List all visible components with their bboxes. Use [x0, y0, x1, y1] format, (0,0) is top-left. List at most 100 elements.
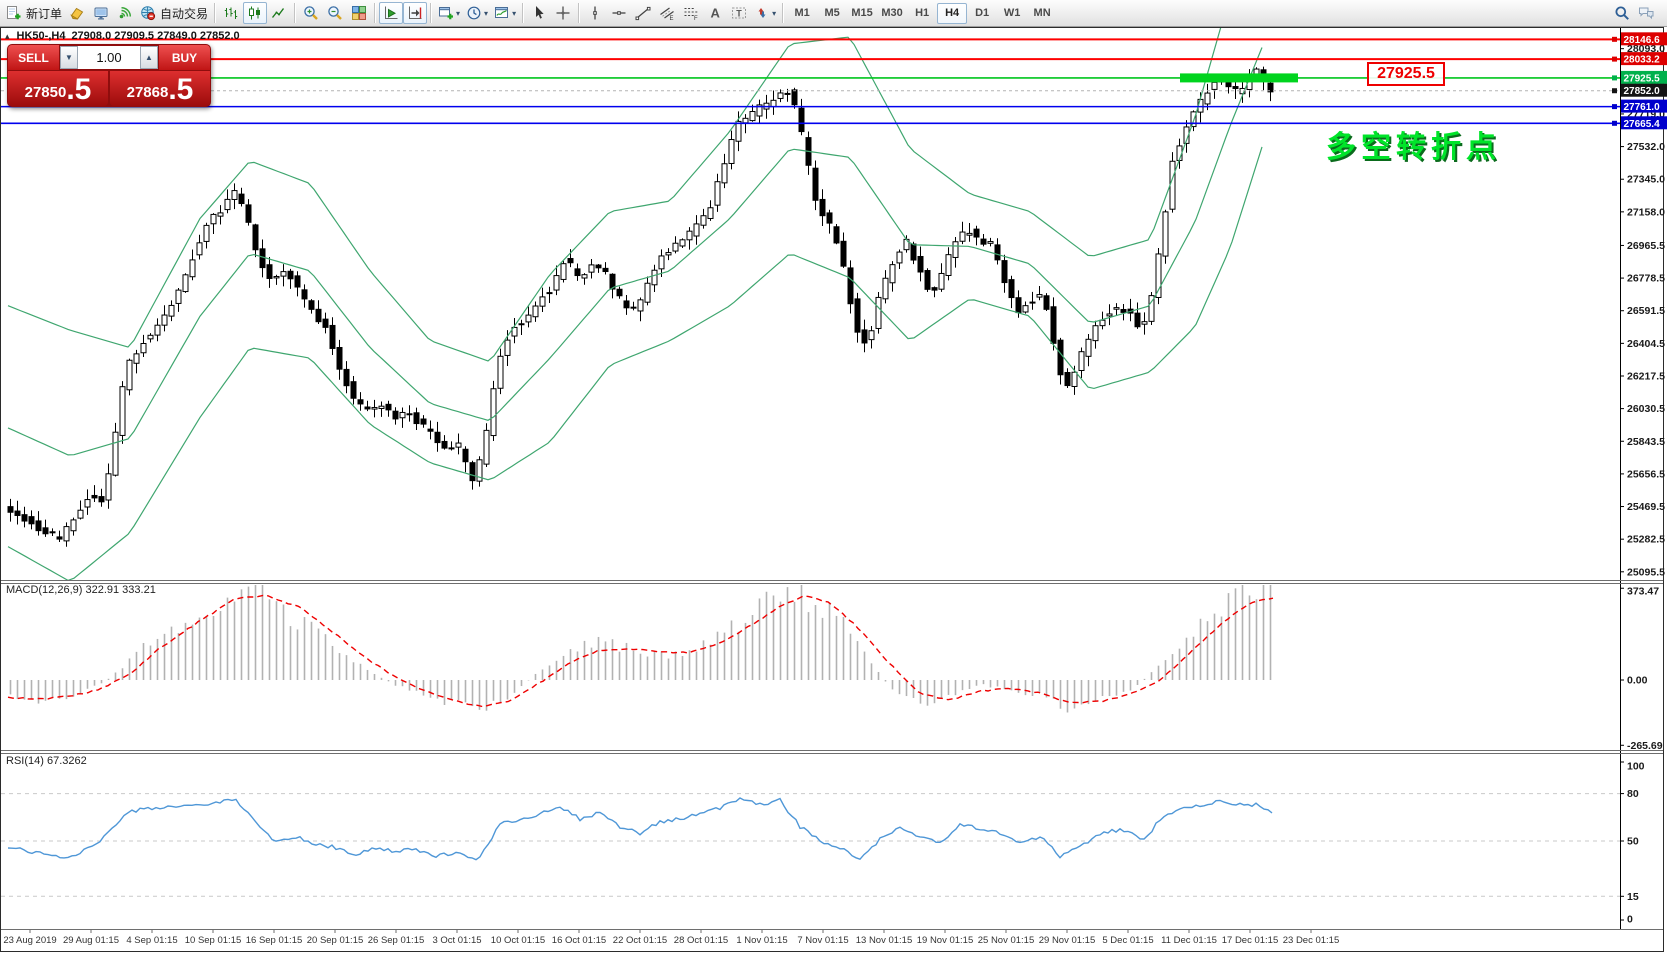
timeframe-h1-button[interactable]: H1 — [915, 7, 930, 19]
svg-text:27158.0: 27158.0 — [1627, 206, 1665, 218]
sell-price-main: 27850 — [24, 84, 67, 101]
cursor-button[interactable] — [527, 2, 551, 24]
chart-title: ▴ HK50-,H4 27908.0 27909.5 27849.0 27852.0 — [5, 30, 240, 42]
svg-text:27925.5: 27925.5 — [1624, 73, 1661, 84]
timeframe-m30-button[interactable]: M30 — [881, 7, 903, 19]
svg-text:25 Nov 01:15: 25 Nov 01:15 — [978, 935, 1035, 946]
price-tag-label[interactable]: 27925.5 — [1367, 62, 1445, 86]
chart-shift-icon — [407, 5, 423, 21]
macd-pane[interactable] — [7, 575, 1274, 713]
tile-windows-button[interactable] — [347, 2, 371, 24]
fibonacci-button[interactable]: F — [679, 2, 703, 24]
svg-text:15: 15 — [1627, 891, 1639, 903]
chart-shift-button[interactable] — [403, 2, 428, 24]
text-button[interactable]: A — [703, 2, 727, 24]
volume-input[interactable]: 1.00 — [78, 46, 140, 69]
svg-text:29 Nov 01:15: 29 Nov 01:15 — [1039, 935, 1096, 946]
svg-text:27761.0: 27761.0 — [1624, 102, 1661, 113]
bollinger-upper-band — [7, 28, 1222, 362]
buy-price-button[interactable]: 27868.5 — [110, 71, 210, 106]
volume-decrease-button[interactable]: ▼ — [60, 46, 78, 69]
svg-text:100: 100 — [1627, 761, 1645, 773]
main-toolbar: 新订单 自动交易 ▾ ▾ ▾ E F A T ▾ M1 M5 M15 M30 H1 H4 D1 W1 MN — [0, 0, 1667, 27]
candlestick-chart-button[interactable] — [243, 2, 268, 24]
auto-scroll-button[interactable] — [379, 2, 404, 24]
svg-text:26965.5: 26965.5 — [1627, 240, 1665, 252]
timeframe-w1-button[interactable]: W1 — [1003, 7, 1021, 19]
svg-text:25095.5: 25095.5 — [1627, 566, 1665, 578]
search-button[interactable] — [1610, 2, 1634, 24]
dropdown-caret-icon: ▾ — [772, 8, 777, 18]
sell-button[interactable]: SELL — [8, 45, 59, 70]
svg-text:27532.0: 27532.0 — [1627, 141, 1665, 153]
crosshair-button[interactable] — [551, 2, 575, 24]
bollinger-middle-band — [7, 47, 1263, 456]
rsi-header: RSI(14) 67.3262 — [6, 755, 87, 767]
rsi-pane[interactable] — [1, 793, 1620, 897]
zoom-out-button[interactable] — [323, 2, 347, 24]
svg-text:25656.5: 25656.5 — [1627, 468, 1665, 480]
zoom-in-icon — [303, 5, 319, 21]
svg-text:11 Dec 01:15: 11 Dec 01:15 — [1161, 935, 1217, 946]
market-watch-button[interactable] — [89, 2, 113, 24]
line-chart-button[interactable] — [267, 2, 291, 24]
bollinger-lower-band — [7, 146, 1263, 580]
timeframe-mn-button[interactable]: MN — [1033, 7, 1051, 19]
zoom-in-button[interactable] — [299, 2, 323, 24]
buy-button[interactable]: BUY — [159, 45, 210, 70]
profiles-button[interactable]: ▾ — [463, 2, 491, 24]
timeframe-d1-button[interactable]: D1 — [975, 7, 990, 19]
svg-text:3 Oct 01:15: 3 Oct 01:15 — [432, 935, 481, 946]
yellow-doc-icon — [69, 5, 85, 21]
svg-text:373.47: 373.47 — [1627, 586, 1659, 598]
dropdown-caret-icon: ▾ — [484, 8, 489, 18]
trendline-button[interactable] — [631, 2, 655, 24]
svg-text:4 Sep 01:15: 4 Sep 01:15 — [126, 935, 177, 946]
timeframe-m1-button[interactable]: M1 — [794, 7, 810, 19]
chat-button[interactable] — [1634, 2, 1658, 24]
horizontal-line-button[interactable] — [607, 2, 631, 24]
text-label-button[interactable]: T — [727, 2, 751, 24]
new-order-button-label: 新订单 — [26, 6, 63, 21]
svg-text:17 Dec 01:15: 17 Dec 01:15 — [1222, 935, 1279, 946]
arrows-button[interactable]: ▾ — [751, 2, 779, 24]
bar-chart-button[interactable] — [219, 2, 243, 24]
toolbar-separator — [522, 3, 525, 23]
annotation-text: 多空转折点 — [1326, 131, 1501, 164]
new-chart-button[interactable]: ▾ — [435, 2, 463, 24]
dropdown-caret-icon: ▾ — [456, 8, 461, 18]
equidistant-channel-button[interactable]: E — [655, 2, 679, 24]
dropdown-caret-icon: ▾ — [512, 8, 517, 18]
vertical-line-button[interactable] — [583, 2, 607, 24]
timeframe-m5-button[interactable]: M5 — [824, 7, 840, 19]
buy-price-main: 27868 — [126, 84, 169, 101]
volume-stepper: ▼ 1.00 ▲ — [59, 45, 159, 70]
svg-text:26217.5: 26217.5 — [1627, 370, 1665, 382]
rsi-line — [7, 797, 1273, 861]
svg-text:22 Oct 01:15: 22 Oct 01:15 — [613, 935, 667, 946]
toolbar-separator — [430, 3, 433, 23]
svg-text:26591.5: 26591.5 — [1627, 305, 1665, 317]
thick-green-trendline[interactable] — [1180, 73, 1298, 83]
chart-doc-button[interactable] — [65, 2, 89, 24]
timeframe-m15-button[interactable]: M15 — [851, 7, 873, 19]
svg-text:27665.4: 27665.4 — [1624, 119, 1661, 130]
chart-window-frame — [0, 27, 1664, 952]
volume-increase-button[interactable]: ▲ — [140, 46, 158, 69]
svg-text:26 Sep 01:15: 26 Sep 01:15 — [368, 935, 425, 946]
fibo-icon: F — [683, 5, 699, 21]
new-order-button[interactable]: 新订单 — [3, 2, 65, 24]
sell-price-button[interactable]: 27850.5 — [8, 71, 108, 106]
templates-button[interactable]: ▾ — [491, 2, 519, 24]
signals-button[interactable] — [113, 2, 137, 24]
one-click-trading-panel: SELL ▼ 1.00 ▲ BUY 27850.5 27868.5 — [7, 44, 211, 107]
autotrading-button[interactable]: 自动交易 — [137, 2, 211, 24]
timeframe-h4-button[interactable]: H4 — [937, 2, 968, 24]
svg-text:23 Dec 01:15: 23 Dec 01:15 — [1283, 935, 1340, 946]
svg-text:20 Sep 01:15: 20 Sep 01:15 — [307, 935, 364, 946]
collapse-panel-icon[interactable]: ▴ — [5, 31, 10, 41]
price-pane[interactable] — [7, 0, 1274, 580]
vline-icon — [587, 5, 603, 21]
cursor-icon — [531, 5, 547, 21]
